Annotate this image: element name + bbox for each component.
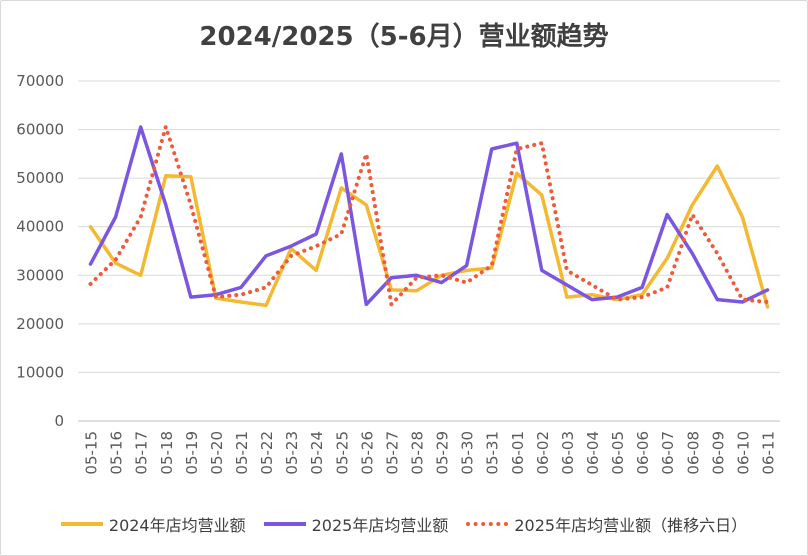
x-tick-label: 05-31 xyxy=(484,431,502,475)
legend-label-2025-shifted: 2025年店均营业额（推移六日） xyxy=(514,516,748,535)
series-layer xyxy=(88,124,770,309)
y-tick-label: 0 xyxy=(54,412,64,430)
y-axis-ticks: 0 10000 20000 30000 40000 50000 60000 70000 xyxy=(16,72,64,430)
x-tick-label: 05-23 xyxy=(283,431,301,475)
legend: 2024年店均营业额 2025年店均营业额 2025年店均营业额（推移六日） xyxy=(0,512,808,536)
x-tick-label: 05-24 xyxy=(308,431,326,475)
x-tick-label: 06-10 xyxy=(734,431,752,475)
x-tick-label: 05-29 xyxy=(434,431,452,475)
x-tick-label: 05-30 xyxy=(459,431,477,475)
legend-label-2024: 2024年店均营业额 xyxy=(108,516,246,535)
y-tick-label: 10000 xyxy=(16,363,64,381)
x-tick-label: 06-08 xyxy=(684,431,702,475)
legend-swatch-2025 xyxy=(263,522,306,526)
legend-item-2025-shifted[interactable]: 2025年店均营业额（推移六日） xyxy=(466,512,747,536)
x-tick-label: 05-15 xyxy=(83,431,101,475)
y-tick-label: 60000 xyxy=(16,121,64,139)
series-line-1 xyxy=(88,125,770,307)
x-tick-label: 06-05 xyxy=(609,431,627,475)
chart-title: 2024/2025（5-6月）营业额趋势 xyxy=(199,22,609,52)
series-line-2 xyxy=(88,124,770,307)
x-tick-label: 06-11 xyxy=(759,431,777,475)
legend-item-2025[interactable]: 2025年店均营业额 xyxy=(263,512,449,536)
y-tick-label: 40000 xyxy=(16,218,64,236)
x-tick-label: 06-04 xyxy=(584,431,602,475)
x-tick-label: 06-07 xyxy=(659,431,677,475)
y-tick-label: 70000 xyxy=(16,72,64,90)
x-tick-label: 06-06 xyxy=(634,431,652,475)
x-tick-label: 05-26 xyxy=(358,431,376,475)
legend-label-2025: 2025年店均营业额 xyxy=(311,516,449,535)
y-tick-label: 30000 xyxy=(16,266,64,284)
x-axis-ticks: 05-15 05-16 05-17 05-18 05-19 05-20 05-21 05-22… xyxy=(83,431,778,475)
x-tick-label: 05-19 xyxy=(183,431,201,475)
x-tick-label: 06-02 xyxy=(534,431,552,475)
x-tick-label: 05-20 xyxy=(208,431,226,475)
x-tick-label: 06-01 xyxy=(509,431,527,475)
x-tick-label: 05-27 xyxy=(383,431,401,475)
x-tick-label: 06-03 xyxy=(559,431,577,475)
series-line-0 xyxy=(88,164,770,309)
y-tick-label: 20000 xyxy=(16,315,64,333)
x-tick-label: 05-17 xyxy=(133,431,151,475)
legend-swatch-2025-shifted xyxy=(466,522,509,526)
x-tick-label: 05-16 xyxy=(108,431,126,475)
legend-item-2024[interactable]: 2024年店均营业额 xyxy=(60,512,246,536)
y-tick-label: 50000 xyxy=(16,169,64,187)
x-tick-label: 05-21 xyxy=(233,431,251,475)
x-tick-label: 05-18 xyxy=(158,431,176,475)
x-tick-label: 05-22 xyxy=(258,431,276,475)
x-tick-label: 05-25 xyxy=(333,431,351,475)
legend-swatch-2024 xyxy=(60,522,103,526)
x-tick-label: 05-28 xyxy=(408,431,426,475)
x-tick-label: 06-09 xyxy=(709,431,727,475)
grid-layer xyxy=(78,80,780,422)
